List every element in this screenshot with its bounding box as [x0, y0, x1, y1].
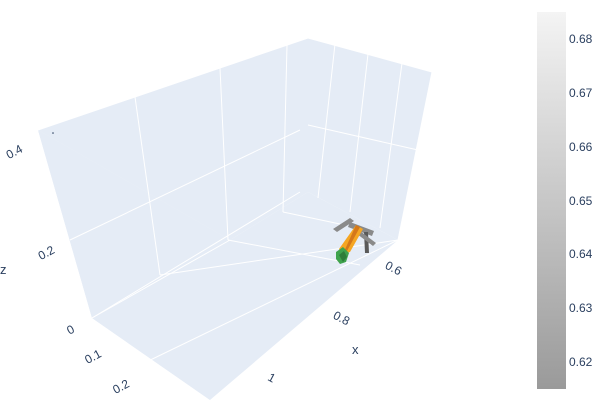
- z-axis-title: z: [0, 262, 7, 277]
- x-tick-label: 0.8: [331, 308, 353, 328]
- colorbar-tick-label: 0.62: [569, 355, 593, 369]
- z-tick-label: 0.4: [4, 142, 26, 162]
- gridline: [134, 96, 161, 276]
- y-tick-label: 0.2: [110, 376, 132, 396]
- colorbar-gradient: [537, 12, 566, 389]
- y-tick-label: 0.1: [82, 346, 104, 366]
- gridline: [379, 62, 403, 229]
- gridline: [91, 239, 231, 319]
- carrot-greens-dark: [339, 251, 347, 262]
- z-tick-label: 0.2: [36, 243, 58, 263]
- colorbar-tick-label: 0.67: [569, 86, 593, 100]
- colorbar: 0.68 0.67 0.66 0.65 0.64 0.63 0.62: [537, 12, 593, 389]
- colorbar-tick-label: 0.63: [569, 301, 593, 315]
- colorbar-tick-label: 0.68: [569, 32, 593, 46]
- gridline: [159, 239, 399, 276]
- gridline: [307, 124, 419, 151]
- left-wall-pane: [38, 130, 230, 400]
- gridline: [317, 43, 336, 199]
- z-tick-label: 0: [64, 322, 77, 338]
- carrot-shade: [343, 225, 360, 254]
- back-wall-pane: [38, 38, 308, 240]
- scene-panes: [38, 38, 432, 400]
- colorbar-tick-label: 0.64: [569, 247, 593, 261]
- y-axis: 0.1 0.2: [82, 346, 132, 396]
- x-axis-title: x: [352, 342, 359, 357]
- x-tick-label: 0.6: [383, 258, 405, 278]
- gridline: [37, 37, 309, 131]
- gridline: [69, 129, 301, 241]
- colorbar-tick-label: 0.65: [569, 194, 593, 208]
- colorbar-tick-label: 0.66: [569, 140, 593, 154]
- gridline: [282, 44, 288, 213]
- object-mesh: [333, 218, 376, 264]
- corner-marker: [52, 132, 54, 134]
- gridline: [219, 67, 229, 241]
- gridline: [282, 211, 341, 225]
- x-tick-label: 1: [265, 370, 278, 386]
- gridline: [397, 71, 433, 241]
- gridline: [307, 37, 433, 73]
- gridlines: [37, 37, 433, 366]
- gray-frame-arm: [333, 218, 354, 232]
- gridline: [91, 191, 301, 319]
- gridline: [349, 53, 369, 213]
- gridline: [139, 239, 399, 366]
- gray-frame-diag: [357, 231, 376, 246]
